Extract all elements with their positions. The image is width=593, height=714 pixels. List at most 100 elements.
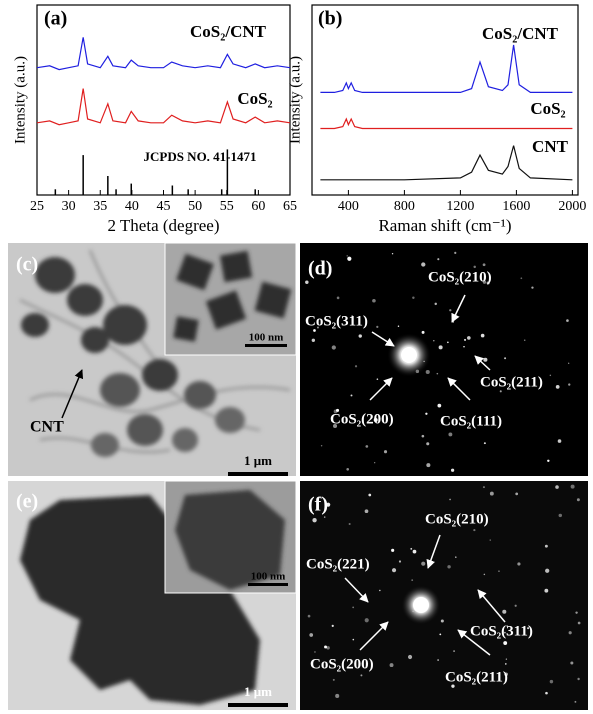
diffraction-spot	[353, 639, 355, 641]
diffraction-spot	[447, 565, 450, 568]
diffraction-spot	[566, 319, 569, 322]
annotation: CoS₂(111)	[440, 413, 502, 429]
x-tick-label: 35	[93, 199, 107, 214]
diffraction-spot	[308, 615, 311, 618]
diffraction-spot	[473, 529, 475, 531]
diffraction-spot	[568, 383, 570, 385]
diffraction-spot	[483, 358, 487, 362]
y-axis-label: Intensity (a.u.)	[287, 56, 303, 144]
diffraction-spot	[441, 620, 444, 623]
x-tick-label: 30	[62, 199, 76, 214]
diffraction-spot	[437, 258, 439, 260]
diffraction-spot	[544, 589, 548, 593]
diffraction-spot	[365, 509, 369, 513]
diffraction-spot	[545, 692, 548, 695]
diffraction-spot	[575, 611, 577, 613]
diffraction-spot	[365, 618, 369, 622]
diffraction-spot	[524, 339, 525, 340]
diffraction-spot	[384, 450, 387, 453]
diffraction-spot	[305, 281, 308, 284]
diffraction-spot	[559, 514, 562, 517]
diffraction-spot	[324, 646, 327, 649]
diffraction-spot	[412, 297, 414, 299]
x-tick-label: 50	[188, 199, 202, 214]
annotation: CoS₂(211)	[480, 374, 543, 390]
annotation: CoS₂(221)	[306, 556, 370, 572]
annotation: CoS₂(311)	[305, 313, 368, 329]
y-axis-label: Intensity (a.u.)	[12, 56, 28, 144]
x-tick-label: 800	[394, 199, 415, 214]
diffraction-spot	[359, 334, 362, 337]
diffraction-spot	[467, 336, 471, 340]
series-line	[37, 37, 290, 69]
annotation: CoS₂(200)	[330, 411, 394, 427]
diffraction-spot	[574, 701, 576, 703]
diffraction-spot	[360, 674, 362, 676]
diffraction-spot	[324, 516, 325, 517]
diffraction-spot	[473, 266, 475, 268]
diffraction-spot	[399, 560, 401, 562]
x-tick-label: 55	[220, 199, 234, 214]
diffraction-spot	[437, 659, 439, 661]
diffraction-spot	[449, 499, 451, 501]
x-tick-label: 65	[283, 199, 297, 214]
diffraction-spot	[437, 373, 439, 375]
series-label: CoS₂/CNT	[190, 22, 267, 41]
diffraction-spot	[550, 680, 553, 683]
diffraction-spot	[505, 663, 507, 665]
diffraction-spot	[351, 394, 353, 396]
diffraction-spot	[503, 641, 507, 645]
diffraction-spot	[377, 378, 379, 380]
diffraction-spot	[558, 439, 562, 443]
diffraction-spot	[449, 309, 451, 311]
inset-scale-bar-label: 100 nm	[251, 571, 286, 583]
panel-label: (c)	[16, 254, 38, 276]
diffraction-spot	[312, 339, 315, 342]
diffraction-spot	[578, 622, 581, 625]
panel-label: (b)	[318, 8, 342, 30]
diffraction-spot	[346, 255, 347, 256]
diffraction-spot	[312, 518, 316, 522]
diffraction-spot	[490, 539, 491, 540]
series-line	[320, 45, 572, 93]
diffraction-spot	[349, 523, 351, 525]
diffraction-spot	[550, 375, 551, 376]
diffraction-spot	[547, 460, 549, 462]
diffraction-spot	[410, 548, 412, 550]
diffraction-spot	[355, 365, 357, 367]
series-label: CoS₂/CNT	[482, 24, 559, 43]
panel-label: (d)	[308, 258, 332, 280]
inset-scale-bar-label: 100 nm	[249, 332, 284, 344]
diffraction-spot	[498, 570, 500, 572]
x-tick-label: 45	[157, 199, 171, 214]
diffraction-spot	[463, 346, 464, 347]
annotation: CoS₂(210)	[425, 511, 489, 527]
diffraction-spot	[517, 562, 520, 565]
diffraction-spot	[368, 494, 371, 497]
diffraction-spot	[520, 277, 522, 279]
diffraction-spot	[365, 445, 368, 448]
diffraction-spot	[439, 633, 441, 635]
annotation: CoS₂(211)	[445, 669, 508, 685]
diffraction-spot	[568, 363, 569, 364]
x-tick-label: 25	[30, 199, 44, 214]
diffraction-spot	[433, 340, 434, 341]
diffraction-spot	[314, 651, 316, 653]
diffraction-spot	[332, 625, 334, 627]
series-line	[320, 119, 572, 129]
diffraction-spot	[483, 263, 486, 266]
diffraction-spot	[484, 442, 486, 444]
diffraction-spot	[447, 342, 449, 344]
x-tick-label: 2000	[558, 199, 586, 214]
series-label: CoS₂	[530, 99, 565, 118]
series-label: CNT	[532, 137, 569, 156]
diffraction-spot	[464, 339, 466, 341]
series-label: JCPDS NO. 41-1471	[143, 149, 256, 164]
annotation: CoS₂(200)	[310, 656, 374, 672]
diffraction-spot	[454, 252, 456, 254]
diffraction-spot	[570, 662, 573, 665]
diffraction-spot	[515, 605, 517, 607]
diffraction-spot	[426, 370, 430, 374]
diffraction-spot	[374, 462, 375, 463]
diffraction-spot	[392, 568, 396, 572]
